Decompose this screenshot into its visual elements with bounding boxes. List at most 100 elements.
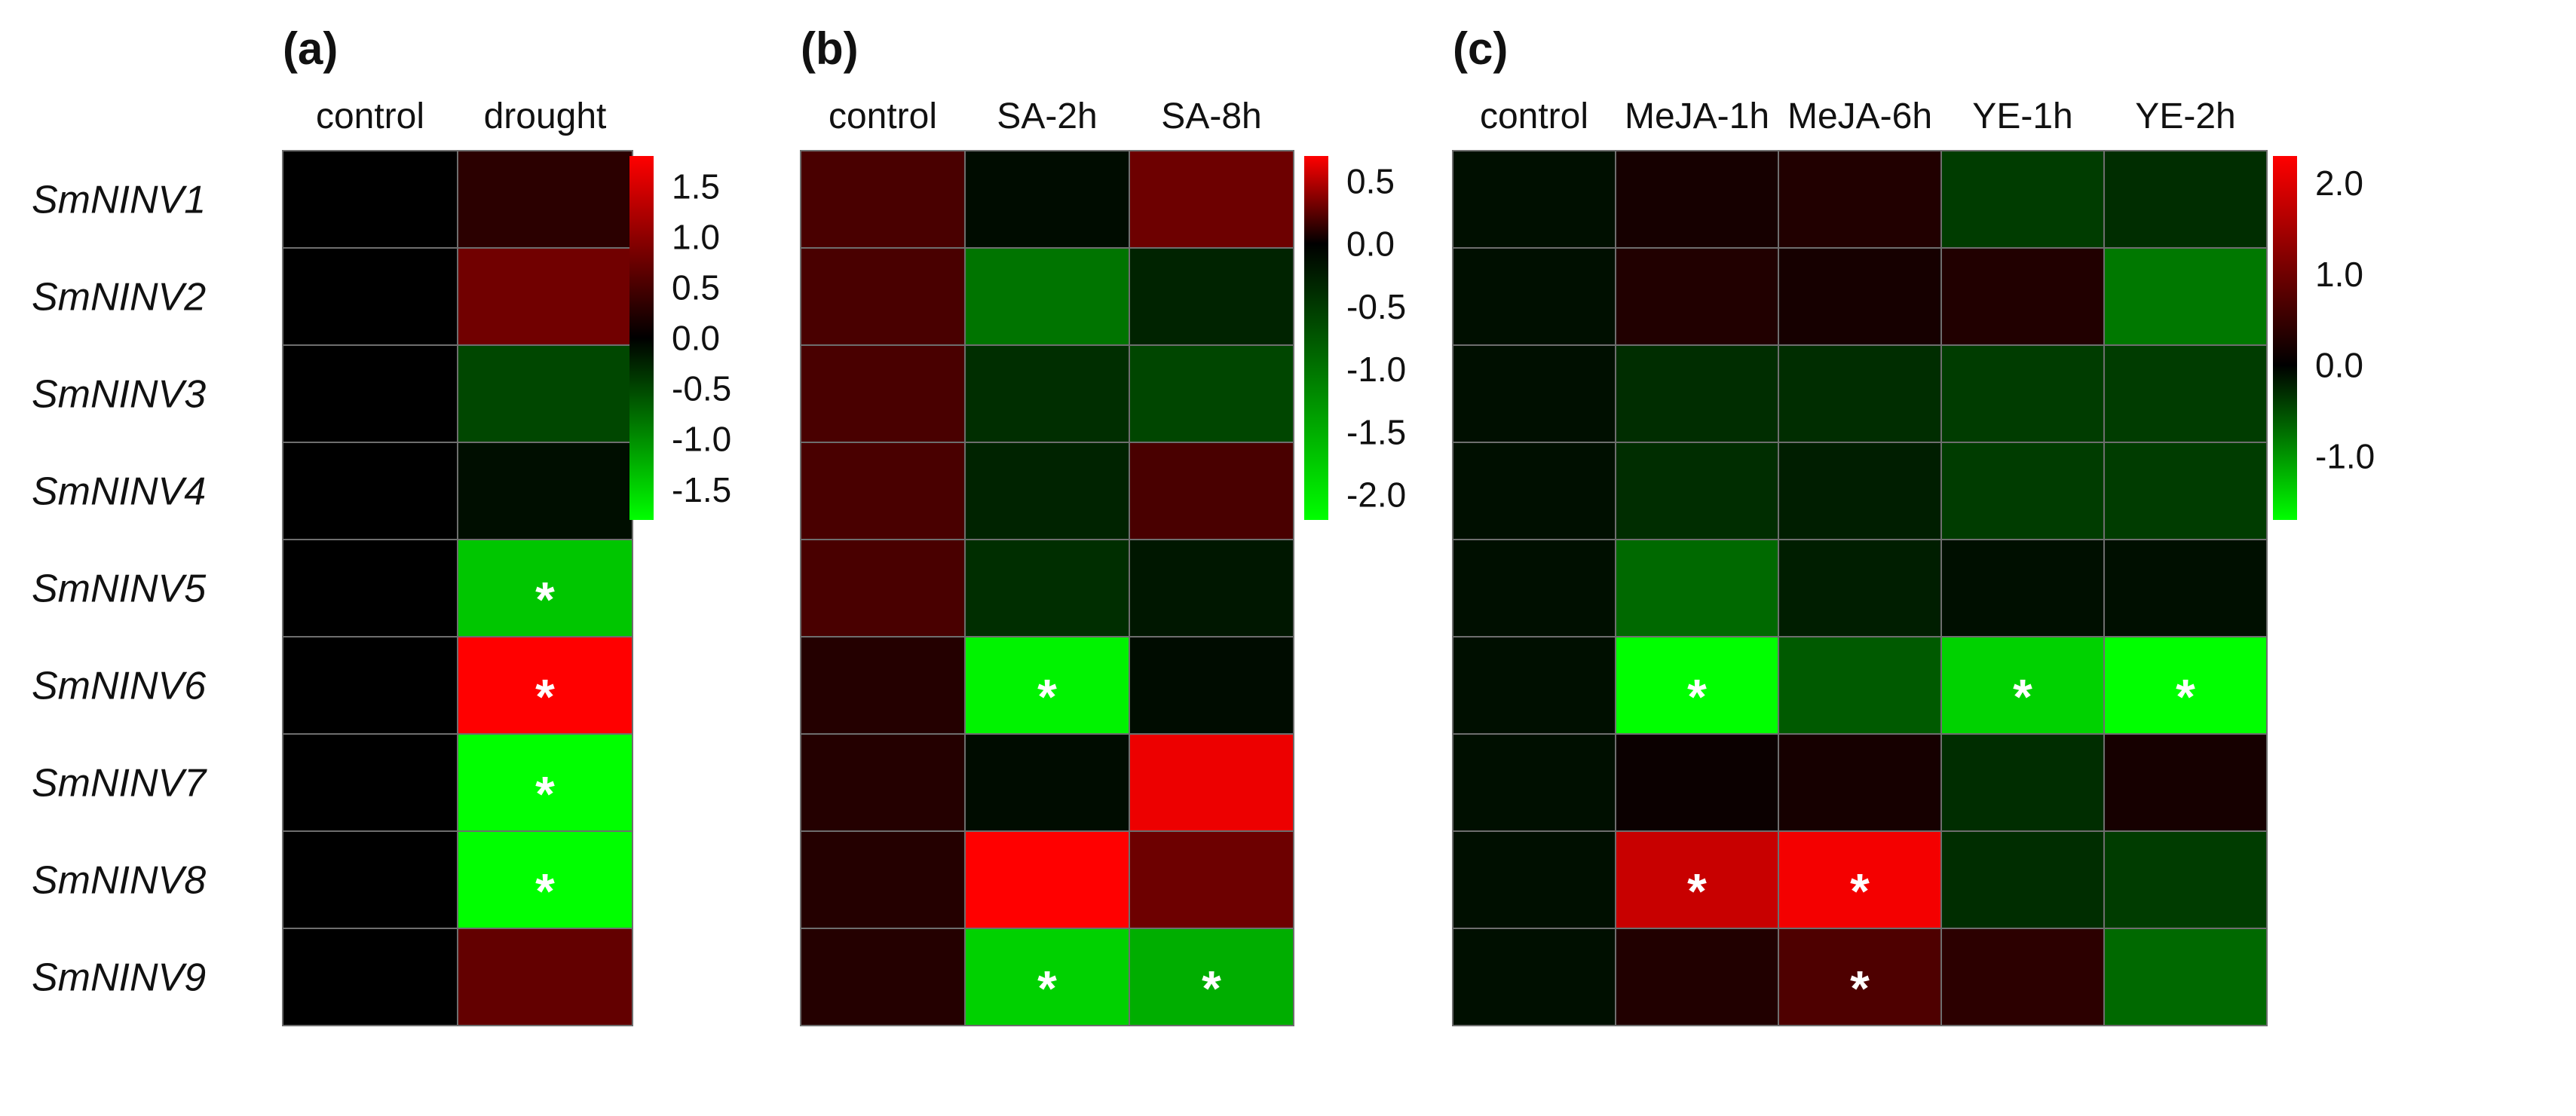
heatmap-cell	[1615, 928, 1779, 1026]
heatmap-panel: (c) control MeJA-1h MeJA-6h YE-1h YE-2h * * * * * *…	[1452, 23, 2375, 1026]
heatmap-cell	[457, 830, 633, 929]
significance-marker: *	[535, 766, 555, 822]
panel-label: (b)	[801, 23, 859, 74]
heatmap-cell	[282, 344, 458, 443]
colorbar-tick-label: 1.5	[672, 167, 720, 206]
heatmap-cell	[800, 830, 966, 929]
heatmap-cell	[1778, 150, 1942, 249]
heatmap-cell	[282, 733, 458, 832]
heatmap-cell	[2103, 344, 2268, 443]
heatmap-cell	[964, 830, 1130, 929]
gene-label: SmNINV5	[32, 567, 207, 611]
colorbar-tick-label: 0.0	[2315, 346, 2363, 385]
column-label: control	[829, 96, 937, 136]
heatmap-cell	[1452, 539, 1616, 637]
heatmap-cell	[1778, 247, 1942, 346]
significance-marker: *	[535, 572, 555, 628]
panel-label: (c)	[1453, 23, 1508, 74]
colorbar	[1304, 156, 1328, 520]
heatmap-cell	[2103, 150, 2268, 249]
column-label: drought	[484, 96, 607, 136]
heatmap-cell	[1452, 150, 1616, 249]
gene-label: SmNINV8	[32, 859, 206, 903]
gene-label: SmNINV4	[32, 470, 206, 514]
heatmap-cell	[1778, 636, 1942, 735]
gene-label-group: SmNINV1 SmNINV2 SmNINV3 SmNINV4 SmNINV5 SmNIN…	[32, 179, 207, 1000]
heatmap-cell	[1940, 344, 2105, 443]
heatmap-cell	[1940, 830, 2105, 929]
heatmap-cell	[1129, 344, 1294, 443]
heatmap-cell	[800, 344, 966, 443]
heatmap-cell	[964, 733, 1130, 832]
heatmap-cell	[282, 830, 458, 929]
heatmap-cell	[1129, 442, 1294, 540]
gene-label: SmNINV2	[32, 276, 206, 320]
colorbar-tick-label: -1.5	[672, 470, 731, 509]
colorbar-tick-label: -1.0	[1346, 350, 1406, 389]
heatmap-cell	[1129, 830, 1294, 929]
colorbar-tick-label: -2.0	[1346, 475, 1406, 515]
heatmap-cell	[1940, 539, 2105, 637]
heatmap-cell	[1778, 344, 1942, 443]
heatmap-cell	[282, 150, 458, 249]
significance-marker: *	[1850, 864, 1870, 919]
colorbar-tick-label: -1.5	[1346, 412, 1406, 451]
column-label: SA-8h	[1161, 96, 1261, 136]
heatmap-cell	[800, 442, 966, 540]
heatmap-cell	[1129, 733, 1294, 832]
heatmap-cell	[282, 539, 458, 637]
colorbar-tick-label: -1.0	[672, 420, 731, 459]
gene-label: SmNINV6	[32, 665, 206, 708]
heatmap-cell	[1940, 150, 2105, 249]
column-label: MeJA-6h	[1787, 96, 1932, 136]
heatmap-cell	[1452, 733, 1616, 832]
heatmap-cell	[1615, 539, 1779, 637]
colorbar-tick-label: 1.0	[672, 217, 720, 256]
heatmap-cell	[1129, 150, 1294, 249]
heatmap-cell	[1778, 928, 1942, 1026]
heatmap-cell	[1452, 344, 1616, 443]
heatmap-cell	[457, 150, 633, 249]
heatmap-cell	[1778, 733, 1942, 832]
colorbar-tick-label: 0.5	[1346, 161, 1395, 200]
column-label: MeJA-1h	[1625, 96, 1769, 136]
gene-label: SmNINV1	[32, 179, 206, 222]
heatmap-cell	[964, 344, 1130, 443]
heatmap-cell	[2103, 247, 2268, 346]
colorbar-tick-label: -1.0	[2315, 436, 2375, 475]
heatmap-cell	[1778, 830, 1942, 929]
heatmap-cell	[1129, 247, 1294, 346]
significance-marker: *	[535, 669, 555, 725]
heatmap-cell	[457, 539, 633, 637]
colorbar-tick-label: -0.5	[672, 369, 731, 408]
colorbar-tick-label: 0.0	[1346, 225, 1395, 264]
heatmap-panel: (a) control drought * * * * 1.5 1.0 0.5 0.0 -0.5 -1.…	[282, 23, 731, 1026]
heatmap-border	[1452, 150, 2268, 1026]
heatmap-cell	[1615, 733, 1779, 832]
heatmap-cell	[1778, 539, 1942, 637]
panel-label: (a)	[283, 23, 338, 74]
heatmap-cell	[457, 247, 633, 346]
heatmap-cell	[964, 150, 1130, 249]
heatmap-cell	[1452, 830, 1616, 929]
colorbar-tick-label: 2.0	[2315, 164, 2363, 203]
heatmap-cell	[1129, 636, 1294, 735]
heatmap-cell	[282, 442, 458, 540]
heatmap-cell	[964, 442, 1130, 540]
heatmap-cell	[282, 928, 458, 1026]
significance-marker: *	[2176, 669, 2195, 725]
heatmap-cell	[1129, 928, 1294, 1026]
heatmap-cell	[2103, 442, 2268, 540]
heatmap-cell	[1452, 636, 1616, 735]
heatmap-cell	[457, 636, 633, 735]
column-label: YE-2h	[2135, 96, 2235, 136]
heatmap-cell	[2103, 830, 2268, 929]
heatmap-cell	[964, 539, 1130, 637]
heatmap-cell	[457, 442, 633, 540]
column-label: control	[316, 96, 424, 136]
heatmap-cell	[457, 733, 633, 832]
column-label: YE-1h	[1972, 96, 2072, 136]
heatmap-cell	[1940, 928, 2105, 1026]
heatmap-cell	[1452, 928, 1616, 1026]
